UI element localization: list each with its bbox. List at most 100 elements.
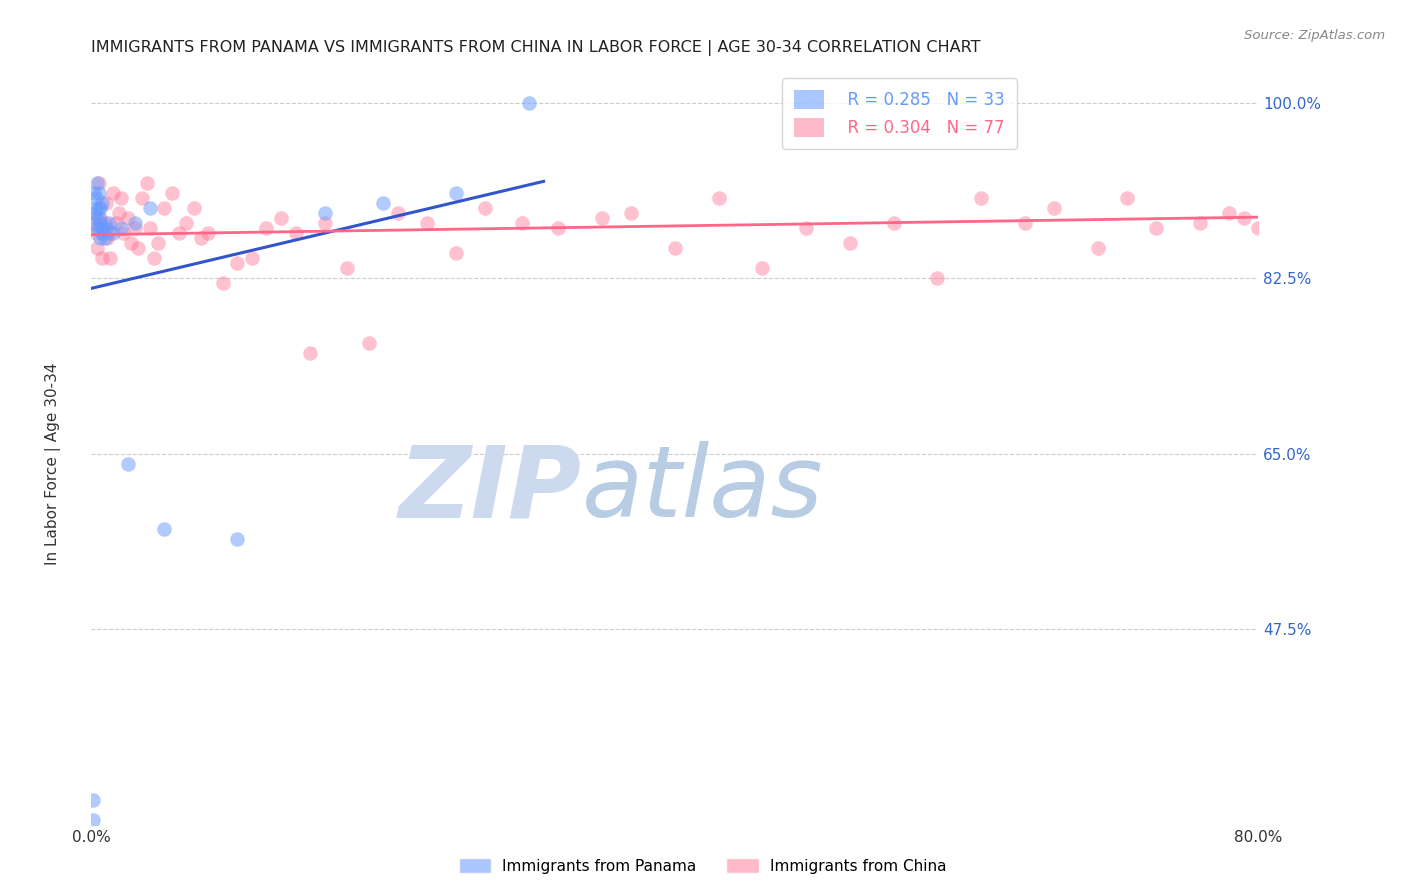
Point — [103, 186, 125, 200]
Point — [96, 231, 118, 245]
Point — [1334, 211, 1357, 225]
Point — [517, 95, 540, 110]
Point — [131, 191, 153, 205]
Point — [138, 221, 162, 235]
Point — [197, 226, 219, 240]
Point — [883, 216, 905, 230]
Point — [138, 201, 162, 215]
Point — [90, 195, 112, 210]
Text: IMMIGRANTS FROM PANAMA VS IMMIGRANTS FROM CHINA IN LABOR FORCE | AGE 30-34 CORRE: IMMIGRANTS FROM PANAMA VS IMMIGRANTS FRO… — [91, 40, 981, 56]
Point — [82, 813, 104, 827]
Point — [336, 261, 359, 276]
Point — [97, 226, 120, 240]
Point — [299, 346, 322, 360]
Point — [86, 241, 108, 255]
Point — [357, 336, 380, 351]
Point — [124, 221, 146, 235]
Point — [94, 221, 117, 235]
Point — [794, 221, 817, 235]
Point — [510, 216, 533, 230]
Point — [1218, 206, 1240, 220]
Point — [444, 186, 467, 200]
Point — [190, 231, 212, 245]
Point — [84, 201, 107, 215]
Point — [83, 206, 105, 220]
Point — [1364, 206, 1386, 220]
Point — [838, 235, 860, 250]
Point — [87, 176, 110, 190]
Point — [117, 457, 139, 471]
Point — [148, 235, 170, 250]
Point — [87, 201, 110, 215]
Point — [211, 277, 233, 291]
Point — [84, 211, 107, 225]
Point — [1320, 216, 1343, 230]
Text: In Labor Force | Age 30-34: In Labor Force | Age 30-34 — [45, 362, 62, 566]
Point — [444, 246, 467, 260]
Point — [1261, 206, 1284, 220]
Point — [174, 216, 197, 230]
Point — [135, 176, 157, 190]
Point — [97, 216, 120, 230]
Point — [84, 226, 107, 240]
Point — [83, 216, 105, 230]
Point — [1247, 221, 1270, 235]
Point — [127, 241, 149, 255]
Point — [103, 226, 125, 240]
Point — [89, 216, 111, 230]
Point — [927, 271, 949, 285]
Point — [1393, 216, 1406, 230]
Point — [1144, 221, 1167, 235]
Point — [591, 211, 613, 225]
Text: ZIP: ZIP — [398, 441, 582, 538]
Point — [87, 221, 110, 235]
Point — [117, 211, 139, 225]
Point — [474, 201, 496, 215]
Point — [1116, 191, 1139, 205]
Point — [108, 206, 131, 220]
Legend: Immigrants from Panama, Immigrants from China: Immigrants from Panama, Immigrants from … — [454, 853, 952, 880]
Point — [93, 231, 115, 245]
Point — [314, 216, 336, 230]
Point — [707, 191, 730, 205]
Point — [284, 226, 307, 240]
Point — [89, 201, 111, 215]
Point — [620, 206, 643, 220]
Point — [1087, 241, 1109, 255]
Point — [387, 206, 409, 220]
Point — [124, 216, 146, 230]
Point — [314, 206, 336, 220]
Point — [416, 216, 439, 230]
Point — [254, 221, 277, 235]
Point — [86, 221, 108, 235]
Point — [167, 226, 190, 240]
Point — [112, 226, 135, 240]
Point — [153, 201, 176, 215]
Point — [94, 195, 117, 210]
Point — [664, 241, 686, 255]
Point — [143, 251, 166, 265]
Point — [1306, 231, 1329, 245]
Point — [1233, 211, 1256, 225]
Point — [89, 211, 111, 225]
Point — [240, 251, 263, 265]
Point — [83, 186, 105, 200]
Point — [87, 186, 110, 200]
Point — [153, 522, 176, 536]
Point — [98, 251, 121, 265]
Point — [1014, 216, 1036, 230]
Point — [93, 216, 115, 230]
Point — [226, 256, 249, 270]
Point — [1189, 216, 1212, 230]
Point — [1277, 216, 1299, 230]
Point — [120, 235, 142, 250]
Point — [82, 793, 104, 807]
Text: Source: ZipAtlas.com: Source: ZipAtlas.com — [1244, 29, 1385, 42]
Point — [751, 261, 773, 276]
Point — [110, 191, 132, 205]
Point — [1043, 201, 1066, 215]
Point — [160, 186, 183, 200]
Point — [371, 195, 394, 210]
Point — [970, 191, 993, 205]
Point — [84, 191, 107, 205]
